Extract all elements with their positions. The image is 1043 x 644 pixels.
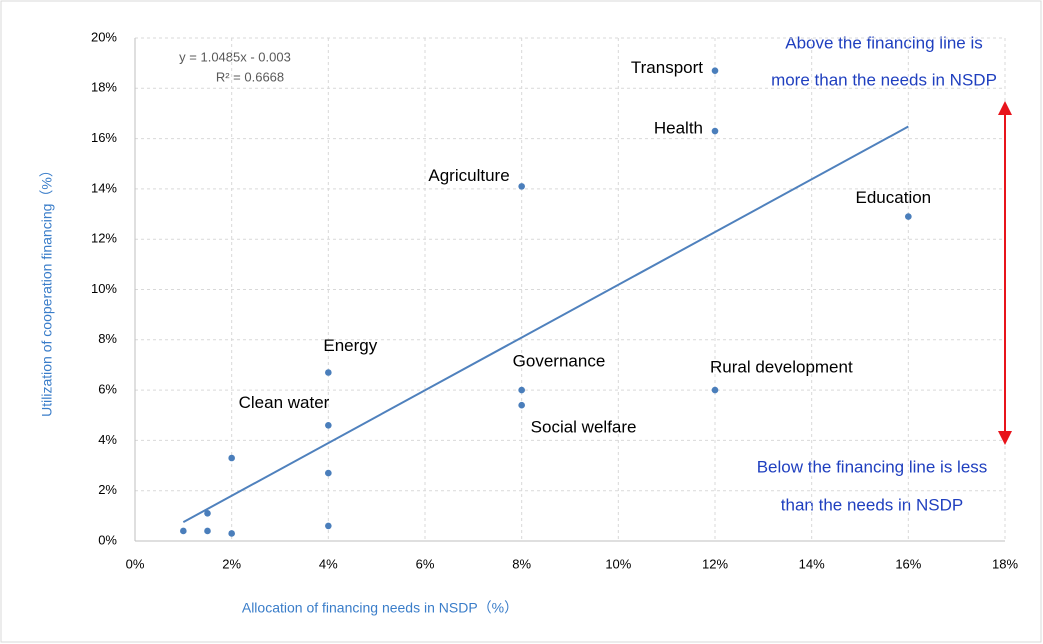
- data-point: [518, 386, 525, 394]
- point-label: Clean water: [239, 393, 330, 412]
- point-label: Agriculture: [428, 166, 509, 185]
- x-axis-label: Allocation of financing needs in NSDP（%）: [242, 600, 518, 616]
- x-tick-label: 10%: [605, 556, 631, 571]
- data-point: [518, 183, 525, 190]
- x-tick-label: 2%: [222, 556, 241, 571]
- x-tick-label: 16%: [895, 556, 921, 571]
- point-label: Energy: [323, 336, 377, 355]
- y-tick-label: 20%: [91, 29, 117, 44]
- x-tick-label: 14%: [799, 556, 825, 571]
- y-tick-label: 16%: [91, 130, 117, 145]
- data-point: [325, 469, 332, 477]
- point-label: Governance: [513, 352, 606, 371]
- x-tick-label: 18%: [992, 556, 1018, 571]
- annotation: Below the financing line is less: [757, 457, 988, 476]
- y-tick-label: 18%: [91, 80, 117, 95]
- data-point: [905, 213, 912, 220]
- annotation: than the needs in NSDP: [781, 495, 963, 514]
- data-point: [325, 522, 332, 530]
- data-point: [325, 369, 332, 376]
- x-tick-label: 4%: [319, 556, 338, 571]
- y-axis-label: Utilization of cooperation financing（%）: [39, 163, 55, 417]
- data-point: [228, 454, 235, 462]
- data-point: [180, 527, 187, 535]
- y-tick-label: 0%: [98, 532, 117, 547]
- data-point: [204, 510, 211, 517]
- annotation: more than the needs in NSDP: [771, 70, 997, 89]
- equation: y = 1.0485x - 0.003: [179, 49, 291, 64]
- r-squared: R² = 0.6668: [216, 69, 284, 84]
- y-tick-label: 4%: [98, 432, 117, 447]
- y-tick-label: 6%: [98, 382, 117, 397]
- point-label: Education: [856, 188, 932, 207]
- point-label: Health: [654, 119, 703, 138]
- x-tick-label: 8%: [512, 556, 531, 571]
- point-label: Transport: [631, 58, 703, 77]
- y-tick-label: 2%: [98, 482, 117, 497]
- data-point: [711, 386, 719, 394]
- data-point: [711, 67, 719, 74]
- x-tick-label: 6%: [416, 556, 435, 571]
- point-label: Rural development: [710, 358, 853, 377]
- y-tick-label: 14%: [91, 180, 117, 195]
- y-tick-label: 10%: [91, 281, 117, 296]
- data-point: [228, 530, 235, 537]
- x-tick-label: 12%: [702, 556, 728, 571]
- x-tick-label: 0%: [126, 556, 145, 571]
- y-tick-label: 12%: [91, 231, 117, 246]
- trendline: [182, 125, 909, 524]
- data-point: [325, 422, 332, 429]
- data-point: [518, 401, 525, 409]
- data-point: [204, 527, 211, 535]
- point-label: Social welfare: [531, 418, 637, 437]
- data-point: [711, 127, 719, 135]
- annotation: Above the financing line is: [785, 33, 983, 52]
- y-tick-label: 8%: [98, 331, 117, 346]
